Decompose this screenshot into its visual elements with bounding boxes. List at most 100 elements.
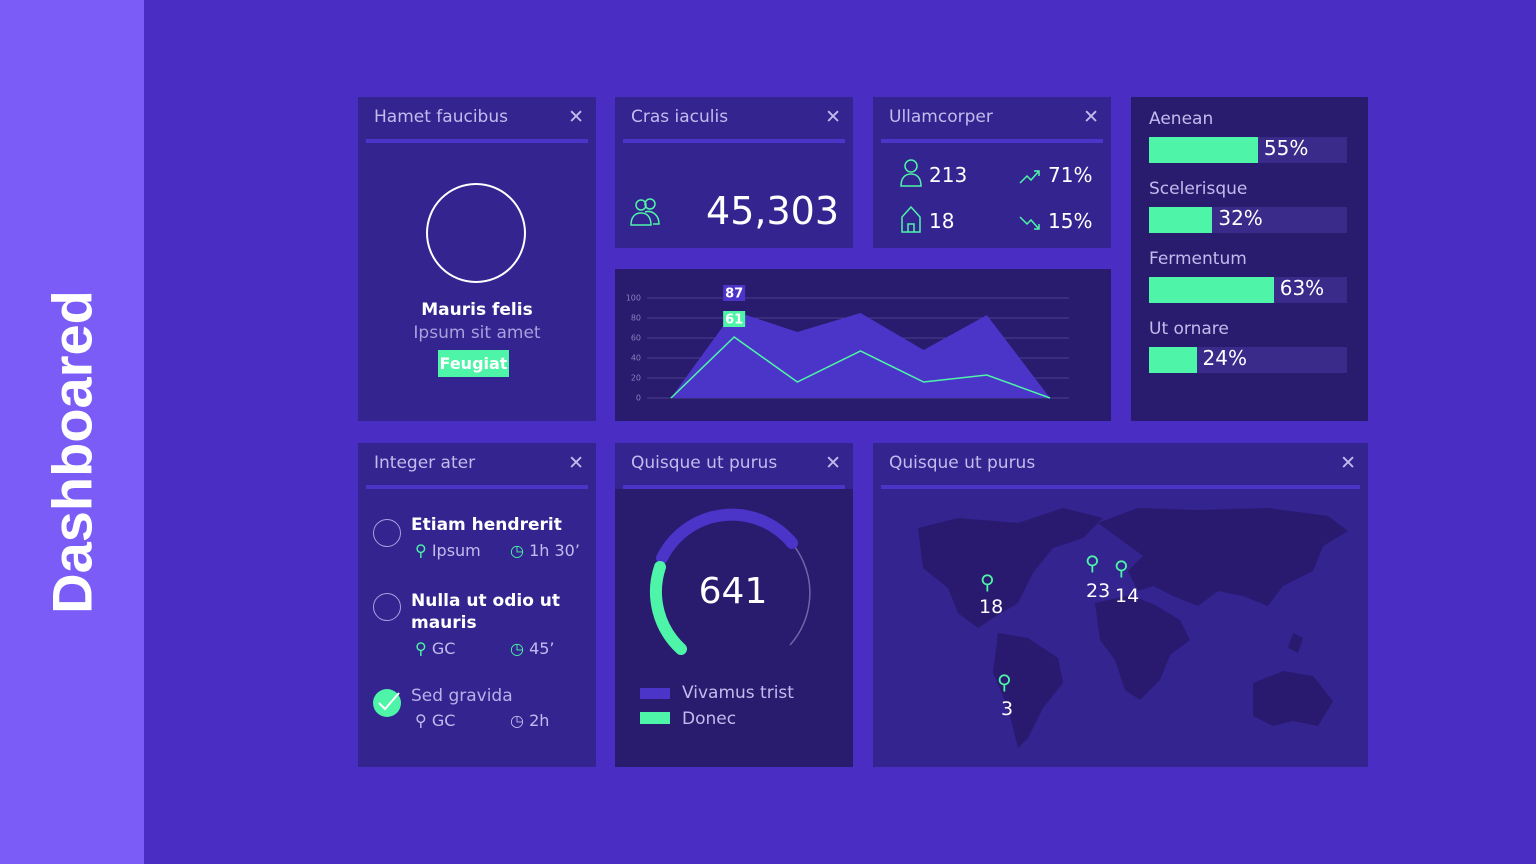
- tasks-card: Integer ater ✕ Etiam hendrerit ⚲ Ipsum ◷…: [358, 443, 596, 767]
- close-button[interactable]: ✕: [568, 106, 584, 128]
- y-tick-label: 0: [636, 394, 641, 403]
- card-header: [615, 443, 853, 489]
- header-bar: [881, 139, 1103, 143]
- gauge-card: Quisque ut purus ✕ 641 Vivamus trist Don…: [615, 443, 853, 767]
- y-tick-label: 100: [626, 294, 641, 303]
- trend-up-icon: [1019, 170, 1040, 184]
- header-bar: [366, 139, 588, 143]
- profile-name: Mauris felis: [421, 300, 533, 320]
- house-icon: [901, 205, 921, 233]
- map-card: Quisque ut purus ✕ ⚲ 18 ⚲ 23 ⚲ 14 ⚲ 3: [873, 443, 1368, 767]
- progress-value: 32%: [1218, 206, 1263, 230]
- stat-value: 15%: [1048, 209, 1093, 233]
- progress-bar: [1149, 277, 1274, 303]
- header-bar: [623, 139, 845, 143]
- chart-card: 0 20 40 60 80 100 87 61: [615, 269, 1111, 421]
- stats-card: Ullamcorper ✕ 213 71% 18 15%: [873, 97, 1111, 248]
- card-title: Quisque ut purus: [889, 453, 1036, 473]
- time-text: 45’: [529, 639, 555, 658]
- stat-value: 71%: [1048, 163, 1093, 187]
- progress-label: Aenean: [1149, 109, 1214, 129]
- progress-label: Scelerisque: [1149, 179, 1248, 199]
- progress-bar: [1149, 347, 1197, 373]
- time-text: 2h: [529, 711, 550, 730]
- task-checkbox[interactable]: [373, 519, 401, 547]
- sidebar: Dashboared: [0, 0, 144, 864]
- gauge-arc: [656, 508, 798, 564]
- line: [670, 336, 1051, 399]
- value-label: 87: [725, 287, 743, 302]
- progress-bar: [1149, 207, 1213, 233]
- map-pin[interactable]: ⚲: [997, 670, 1012, 694]
- card-title: Integer ater: [374, 453, 476, 473]
- progress-card: Aenean 55% Scelerisque 32% Fermentum 63% Ut or…: [1131, 97, 1368, 421]
- task-place: ⚲ GC: [415, 639, 456, 658]
- map-pin[interactable]: ⚲: [980, 570, 995, 594]
- pin-label: 3: [1001, 698, 1014, 720]
- badge[interactable]: Feugiat: [438, 350, 509, 377]
- close-button[interactable]: ✕: [568, 452, 584, 474]
- progress-value: 24%: [1202, 346, 1247, 370]
- header-bar: [623, 485, 845, 489]
- profile-subtitle: Ipsum sit amet: [413, 323, 541, 343]
- total-card: Cras iaculis ✕ 45,303: [615, 97, 853, 248]
- task-time: ◷ 1h 30’: [510, 541, 580, 560]
- legend-label: Donec: [682, 709, 737, 729]
- map-pin[interactable]: ⚲: [1085, 551, 1100, 575]
- avatar: [426, 183, 526, 283]
- area: [671, 311, 1050, 398]
- total-value: 45,303: [706, 189, 839, 233]
- close-button[interactable]: ✕: [825, 452, 841, 474]
- user-icon: [900, 159, 922, 187]
- trend-down-icon: [1019, 216, 1040, 230]
- place-text: Ipsum: [431, 541, 481, 560]
- value-label: 61: [725, 313, 743, 328]
- card-title: Cras iaculis: [631, 107, 729, 127]
- people-icon: [630, 198, 660, 226]
- gauge-value: 641: [698, 571, 768, 612]
- gauge: [650, 508, 811, 655]
- y-tick-label: 60: [631, 334, 641, 343]
- y-tick-label: 40: [631, 354, 641, 363]
- task-checkbox-done[interactable]: [373, 689, 403, 719]
- place-text: GC: [431, 711, 456, 730]
- task-place: ⚲ Ipsum: [415, 541, 481, 560]
- legend-swatch: [640, 688, 670, 699]
- header-bar: [366, 485, 588, 489]
- progress-bar: [1149, 137, 1258, 163]
- card-title: Ullamcorper: [889, 107, 993, 127]
- close-button[interactable]: ✕: [1083, 106, 1099, 128]
- task-title: Nulla ut odio ut mauris: [411, 591, 561, 633]
- pin-label: 23: [1086, 580, 1111, 602]
- y-tick-label: 80: [631, 314, 641, 323]
- task-time: ◷ 45’: [510, 639, 555, 658]
- value-label-box: [723, 311, 746, 327]
- close-button[interactable]: ✕: [1340, 452, 1356, 474]
- world-map: [918, 508, 1348, 748]
- y-tick-label: 20: [631, 374, 641, 383]
- task-title: Sed gravida: [411, 686, 513, 706]
- legend-label: Vivamus trist: [682, 683, 794, 703]
- task-checkbox[interactable]: [373, 593, 401, 621]
- map-pin[interactable]: ⚲: [1114, 556, 1129, 580]
- pin-label: 18: [979, 596, 1004, 618]
- progress-value: 63%: [1279, 276, 1325, 300]
- header-bar: [881, 485, 1360, 489]
- stat-value: 18: [929, 209, 955, 233]
- progress-label: Fermentum: [1149, 249, 1247, 269]
- close-button[interactable]: ✕: [825, 106, 841, 128]
- progress-label: Ut ornare: [1149, 319, 1229, 339]
- pin-label: 14: [1115, 585, 1140, 607]
- card-title: Quisque ut purus: [631, 453, 778, 473]
- time-text: 1h 30’: [529, 541, 580, 560]
- gauge-arc: [650, 561, 687, 655]
- profile-card: Hamet faucibus ✕ Mauris felis Ipsum sit …: [358, 97, 596, 421]
- task-time: ◷ 2h: [510, 711, 550, 730]
- place-text: GC: [431, 639, 456, 658]
- task-title: Etiam hendrerit: [411, 515, 562, 535]
- card-title: Hamet faucibus: [374, 107, 508, 127]
- stat-value: 213: [929, 163, 968, 187]
- legend-swatch: [640, 712, 670, 724]
- task-place: ⚲ GC: [415, 711, 456, 730]
